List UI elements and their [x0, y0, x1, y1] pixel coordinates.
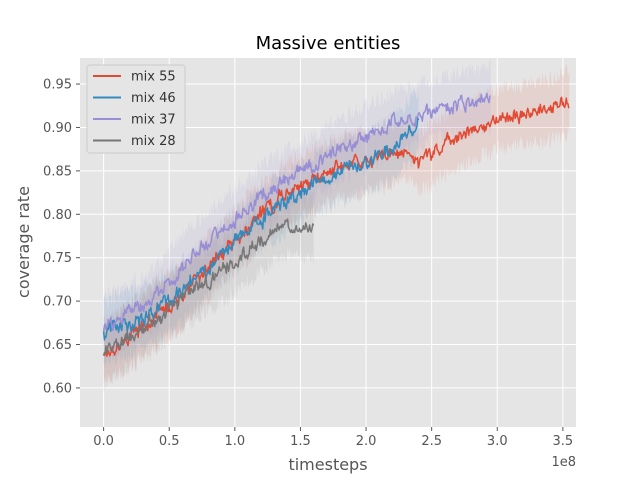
legend: mix 55 mix 46 mix 37 mix 28: [86, 64, 186, 154]
x-axis-title: timesteps: [288, 455, 367, 474]
x-tick-label: 3.0: [487, 434, 508, 449]
x-tick-label: 2.5: [421, 434, 442, 449]
confidence-band: [103, 57, 491, 365]
x-tick-label: 0.5: [159, 434, 180, 449]
x-tick-label: 1.0: [224, 434, 245, 449]
x-tick-label: 2.0: [356, 434, 377, 449]
y-tick-label: 0.85: [43, 164, 72, 179]
y-tick-label: 0.80: [43, 208, 72, 223]
legend-label: mix 37: [131, 113, 176, 128]
y-tick-label: 0.90: [43, 121, 72, 136]
legend-label: mix 28: [131, 134, 176, 149]
y-tick-label: 0.95: [43, 78, 72, 93]
y-tick-label: 0.75: [43, 251, 72, 266]
y-axis-title: coverage rate: [14, 186, 33, 298]
chart-title: Massive entities: [256, 33, 401, 54]
x-scale-label: 1e8: [551, 455, 576, 470]
legend-label: mix 46: [131, 91, 176, 106]
series-lines: [102, 92, 570, 357]
y-tick-labels: 0.60 0.65 0.70 0.75 0.80 0.85 0.90 0.95: [43, 78, 72, 397]
x-tick-label: 3.5: [553, 434, 574, 449]
y-tick-label: 0.60: [43, 381, 72, 396]
confidence-band: [103, 64, 570, 389]
x-tick-label: 1.5: [290, 434, 311, 449]
series-line: [102, 218, 315, 356]
x-tick-label: 0.0: [93, 434, 114, 449]
series-line: [102, 92, 491, 332]
legend-box: [86, 64, 186, 154]
x-tick-labels: 0.0 0.5 1.0 1.5 2.0 2.5 3.0 3.5: [93, 434, 573, 449]
legend-label: mix 55: [131, 70, 176, 85]
y-tick-label: 0.65: [43, 338, 72, 353]
series-line: [102, 117, 420, 341]
y-tick-label: 0.70: [43, 295, 72, 310]
